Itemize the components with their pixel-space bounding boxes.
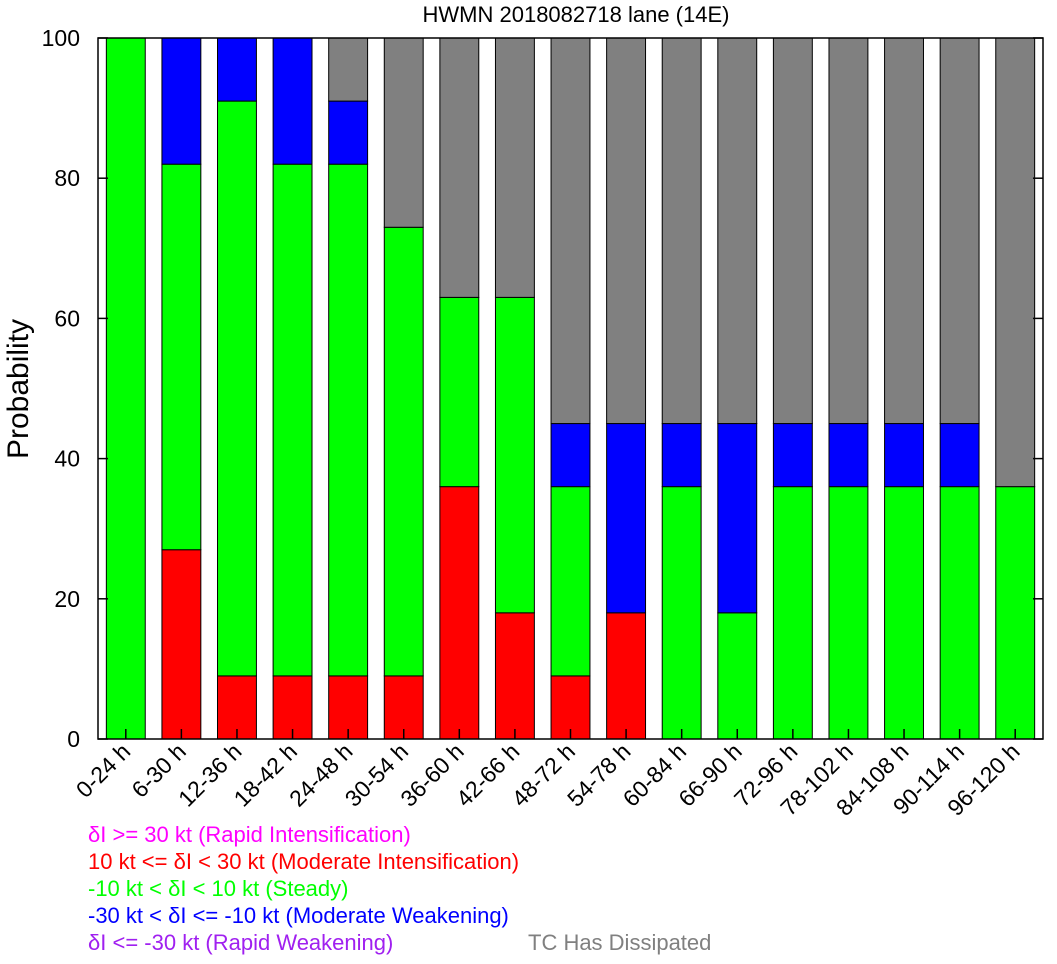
bar-segment-steady-7 [494,296,535,614]
bar-segment-mw-8 [550,423,591,488]
bar-segment-mi-5 [383,675,424,740]
bar-segment-steady-8 [550,486,591,677]
y-ticks-group: 0 20 40 60 80 100 [42,25,1043,752]
bar-segment-steady-13 [828,486,869,740]
bar-segment-steady-5 [383,226,424,677]
bar-segment-mw-2 [217,37,257,102]
bar-segment-dissipated-6 [439,37,480,298]
bar-segment-dissipated-9 [606,37,647,425]
legend-entry-3: -30 kt < δI <= -10 kt (Moderate Weakenin… [88,903,509,928]
bar-segment-steady-3 [272,163,313,677]
bar-segment-steady-0 [105,37,146,740]
x-ticks-group: 0-24 h6-30 h12-36 h18-42 h24-48 h30-54 h… [71,729,1025,821]
bar-segment-steady-10 [661,486,702,740]
bar-segment-mw-14 [884,423,924,488]
y-tick-label: 60 [54,305,80,331]
bar-segment-mi-1 [161,549,202,740]
bar-segment-mi-6 [439,486,480,740]
bar-segment-steady-11 [717,612,758,740]
legend-entry-4: δI <= -30 kt (Rapid Weakening) [88,930,393,955]
bar-segment-mw-11 [717,423,758,614]
bar-segment-mw-13 [828,423,869,488]
bar-segment-steady-4 [328,163,369,677]
bar-segment-mw-10 [661,423,702,488]
bar-segment-steady-15 [939,486,980,740]
legend-entry-0: δI >= 30 kt (Rapid Intensification) [88,822,411,847]
bar-segment-dissipated-13 [828,37,869,425]
bar-segment-dissipated-16 [995,37,1036,488]
bar-segment-dissipated-14 [884,37,924,425]
y-tick-label: 0 [67,726,80,752]
x-tick-label: 0-24 h [71,738,136,803]
bar-segment-dissipated-11 [717,37,758,425]
bar-segment-dissipated-12 [772,37,813,425]
bar-segment-mi-2 [217,675,257,740]
bar-segment-mw-9 [606,423,647,614]
bar-segment-mi-3 [272,675,313,740]
y-tick-label: 20 [54,586,80,612]
bar-segment-dissipated-10 [661,37,702,425]
bar-segment-steady-16 [995,486,1036,740]
bar-segment-mw-3 [272,37,313,165]
bar-segment-dissipated-8 [550,37,591,425]
bars-group [105,37,1036,740]
legend-entry-5: TC Has Dissipated [528,930,711,955]
bar-segment-mi-7 [494,612,535,740]
bar-segment-steady-1 [161,163,202,551]
bar-segment-mw-15 [939,423,980,488]
bar-segment-dissipated-15 [939,37,980,425]
legend: δI >= 30 kt (Rapid Intensification)10 kt… [88,822,711,955]
bar-segment-steady-12 [772,486,813,740]
bar-segment-mw-4 [328,100,369,165]
y-axis-label: Probability [2,319,35,459]
bar-segment-steady-2 [217,100,257,677]
bar-segment-dissipated-5 [383,37,424,228]
chart-title: HWMN 2018082718 lane (14E) [423,2,730,27]
bar-segment-mw-1 [161,37,202,165]
bar-segment-steady-6 [439,296,480,488]
bar-segment-dissipated-7 [494,37,535,298]
bar-segment-steady-14 [884,486,924,740]
bar-segment-mi-9 [606,612,647,740]
y-tick-label: 80 [54,165,80,191]
bar-segment-mw-12 [772,423,813,488]
legend-entry-1: 10 kt <= δI < 30 kt (Moderate Intensific… [88,849,519,874]
y-tick-label: 40 [54,446,80,472]
y-tick-label: 100 [42,25,80,51]
bar-segment-dissipated-4 [328,37,369,102]
legend-entry-2: -10 kt < δI < 10 kt (Steady) [88,876,348,901]
